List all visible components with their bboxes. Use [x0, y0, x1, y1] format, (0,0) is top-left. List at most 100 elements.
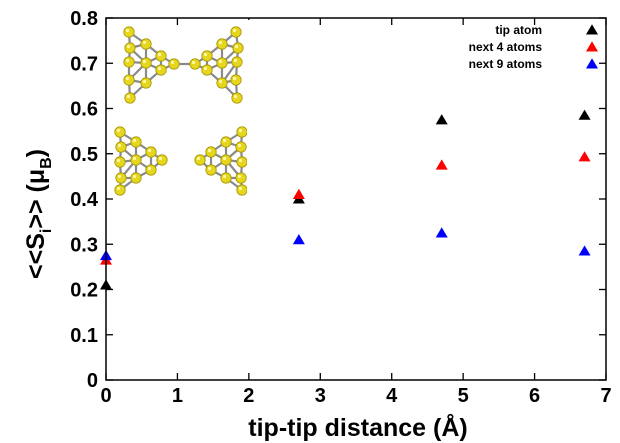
atom-icon [201, 50, 213, 62]
atom-icon [130, 172, 142, 184]
atom-icon [236, 156, 248, 168]
y-axis-title-close: >> (μ [22, 169, 50, 229]
atom-highlight [116, 186, 121, 191]
atom-highlight [238, 128, 243, 133]
atom-icon [124, 42, 136, 54]
atom-highlight [191, 60, 196, 65]
atom-icon [231, 92, 243, 104]
atom-highlight [222, 138, 227, 143]
atom-highlight [203, 66, 208, 71]
atom-highlight [158, 156, 163, 161]
atom-icon [155, 50, 167, 62]
legend-marker [586, 24, 598, 35]
y-axis-title-end: ) [22, 149, 50, 157]
atom-icon [235, 141, 247, 153]
atom-highlight [147, 166, 152, 171]
atom-icon [236, 126, 248, 138]
x-tick-label: 5 [458, 385, 469, 407]
atom-highlight [126, 94, 131, 99]
data-point-series-1 [578, 151, 591, 162]
atom-highlight [207, 148, 212, 153]
legend-marker [586, 58, 598, 69]
atom-icon [216, 57, 228, 69]
x-tick-label: 2 [243, 385, 254, 407]
atom-highlight [170, 60, 175, 65]
atom-highlight [157, 66, 162, 71]
atom-icon [231, 56, 243, 68]
x-tick-label: 1 [172, 385, 183, 407]
data-point-series-2 [578, 245, 591, 256]
ticks-layer: 0 1 2 3 4 5 6 7 0 0.1 0.2 0.3 0.4 0.5 0.6 0.7 0.8 [70, 8, 611, 407]
inset-crop-mask [247, 20, 255, 200]
atom-highlight [196, 156, 201, 161]
atom-highlight [232, 28, 237, 33]
atom-highlight [132, 138, 137, 143]
atom-icon [236, 184, 248, 196]
atom-highlight [222, 156, 227, 161]
atom-icon [220, 136, 232, 148]
atom-icon [123, 74, 135, 86]
y-tick-label: 0.8 [70, 8, 98, 30]
data-point-series-0 [578, 109, 591, 120]
y-tick-label: 0.2 [70, 280, 98, 302]
atom-highlight [116, 158, 121, 163]
atom-icon [130, 136, 142, 148]
x-tick-label: 3 [315, 385, 326, 407]
atom-icon [216, 77, 228, 89]
atom-highlight [238, 158, 243, 163]
atom-icon [140, 38, 152, 50]
atom-highlight [237, 143, 242, 148]
atom-icon [114, 126, 126, 138]
atom-icon [232, 42, 244, 54]
atom-highlight [117, 174, 122, 179]
plot-frame [105, 17, 607, 381]
y-tick-label: 0.1 [70, 325, 98, 347]
x-axis-title: tip-tip distance (Å) [248, 413, 467, 442]
atom-icon [124, 92, 136, 104]
atom-highlight [132, 174, 137, 179]
atom-highlight [125, 28, 130, 33]
atom-highlight [222, 174, 227, 179]
atom-highlight [142, 40, 147, 45]
atom-icon [115, 141, 127, 153]
atom-highlight [142, 59, 147, 64]
atom-highlight [142, 79, 147, 84]
x-tick-label: 0 [100, 385, 111, 407]
x-tick-label: 6 [529, 385, 540, 407]
atom-icon [194, 154, 206, 166]
atom-icon [235, 172, 247, 184]
atom-icon [205, 146, 217, 158]
atom-icon [145, 164, 157, 176]
data-point-series-2 [292, 234, 305, 245]
data-point-series-2 [435, 227, 448, 238]
atom-icon [230, 26, 242, 38]
points-layer [100, 109, 591, 290]
atomic-structure-inset-icon [114, 20, 255, 200]
atom-icon [168, 58, 180, 70]
legend-marker [586, 41, 598, 52]
data-point-series-1 [435, 159, 448, 170]
atom-icon [130, 154, 142, 166]
y-tick-label: 0 [87, 370, 98, 392]
atom-icon [189, 58, 201, 70]
legend-label: tip atom [495, 23, 542, 37]
atom-icon [201, 64, 213, 76]
atom-highlight [126, 44, 131, 49]
atom-highlight [125, 76, 130, 81]
y-axis-title-open: <<S [22, 233, 50, 279]
y-tick-label: 0.6 [70, 99, 98, 121]
atom-highlight [233, 94, 238, 99]
atom-icon [220, 154, 232, 166]
legend: tip atom next 4 atoms next 9 atoms [469, 23, 598, 71]
y-tick-label: 0.4 [70, 189, 99, 211]
atom-highlight [203, 52, 208, 57]
atom-highlight [117, 143, 122, 148]
y-tick-label: 0.3 [70, 234, 98, 256]
atom-highlight [218, 40, 223, 45]
x-tick-label: 7 [600, 385, 611, 407]
atom-icon [123, 26, 135, 38]
atom-highlight [132, 156, 137, 161]
atom-icon [230, 74, 242, 86]
y-tick-label: 0.7 [70, 53, 98, 75]
atom-highlight [237, 174, 242, 179]
